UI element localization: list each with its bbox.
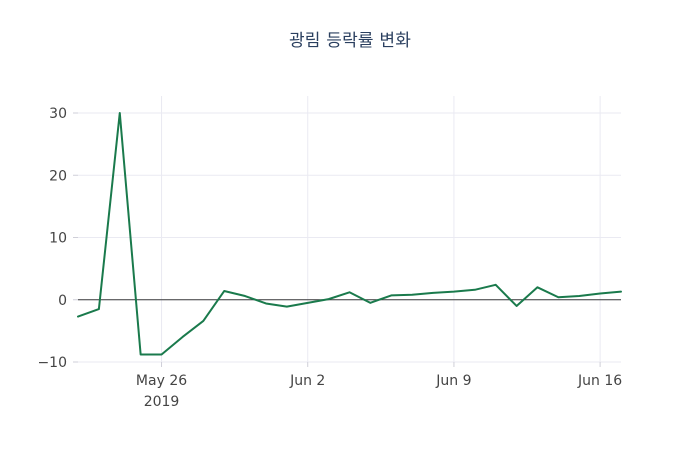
chart-title: 광림 등락률 변화 [288, 31, 412, 51]
x-axis-tick-labels: May 26 2019 Jun 2 Jun 9 Jun 16 [136, 373, 622, 410]
series-line-등락률 [77, 112, 622, 356]
y-tick-label: 0 [58, 293, 67, 309]
y-tick-label: −10 [37, 355, 67, 371]
x-tick-label: May 26 [136, 373, 187, 389]
y-tick-label: 10 [49, 231, 67, 247]
x-tick-label: Jun 9 [435, 373, 471, 389]
x-tick-label: Jun 16 [577, 373, 622, 389]
x-tick-sublabel-year: 2019 [144, 394, 180, 410]
data-series [77, 112, 622, 356]
y-axis-tick-labels: −10 0 10 20 30 [37, 106, 67, 371]
y-tick-label: 20 [49, 168, 67, 184]
gridlines [78, 96, 621, 363]
x-tick-label: Jun 2 [289, 373, 325, 389]
y-tick-label: 30 [49, 106, 67, 122]
axis-tick-marks [73, 112, 601, 367]
